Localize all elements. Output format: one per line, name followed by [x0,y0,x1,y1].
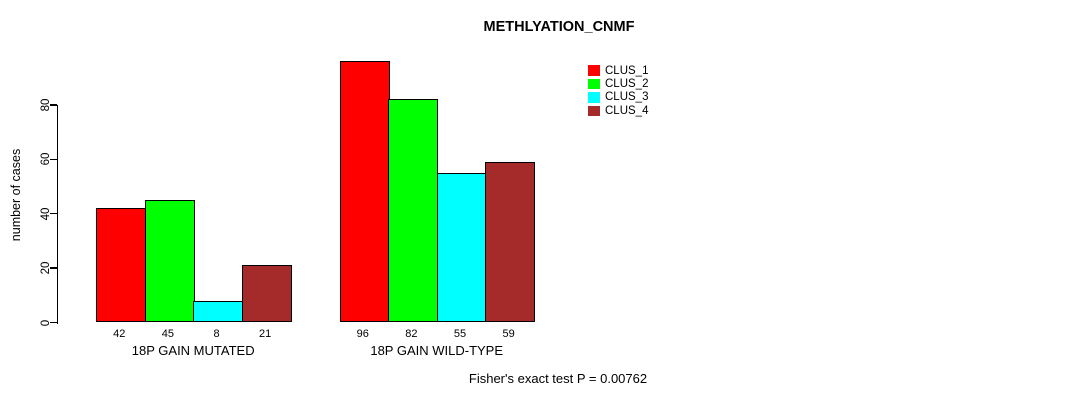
bar-clus_3-group2 [436,172,487,323]
y-tick-mark [50,213,57,215]
bar-value-label: 8 [213,328,220,340]
bar-value-label: 96 [356,328,369,340]
category-label-group2: 18P GAIN WILD-TYPE [370,342,504,358]
y-tick-mark [50,321,57,324]
bar-value-label: 82 [405,328,418,340]
y-tick-label: 40 [40,207,52,221]
y-tick-label: 0 [40,319,52,326]
bar-clus_2-group1 [144,200,195,323]
y-tick-mark [50,158,57,160]
y-axis-label: number of cases [9,148,23,242]
legend-label: CLUS_4 [605,104,649,117]
bar-value-label: 55 [453,328,467,340]
y-tick-mark [50,267,57,269]
legend-color-swatch [588,92,600,103]
bar-clus_1-group1 [96,208,146,323]
legend-label: CLUS_1 [605,64,649,77]
bar-clus_1-group2 [339,61,390,323]
legend-item-clus_1: CLUS_1 [588,64,648,77]
y-tick-label: 60 [40,152,52,166]
y-tick-label: 20 [40,261,52,275]
y-tick-label: 80 [40,98,52,112]
bar-value-label: 42 [113,328,126,340]
legend-color-swatch [588,65,600,76]
bar-value-label: 59 [502,328,515,340]
y-tick-mark [50,104,57,106]
bar-value-label: 21 [258,328,272,340]
legend-item-clus_3: CLUS_3 [588,91,648,104]
bar-clus_2-group2 [388,99,439,323]
bar-clus_3-group1 [193,300,244,323]
bar-clus_4-group1 [241,265,292,323]
chart-legend: CLUS_1 CLUS_2 CLUS_3 CLUS_4 [588,64,648,118]
legend-item-clus_2: CLUS_2 [588,77,648,90]
bar-value-label: 45 [161,328,175,340]
y-axis-line [57,104,59,324]
legend-label: CLUS_3 [605,91,649,104]
legend-color-swatch [588,105,600,117]
fisher-test-annotation: Fisher's exact test P = 0.00762 [468,371,648,386]
category-label-group1: 18P GAIN MUTATED [131,342,255,358]
legend-label: CLUS_2 [605,78,649,91]
chart-title: METHLYATION_CNMF [483,19,635,35]
bar-clus_4-group2 [485,162,536,323]
legend-color-swatch [588,78,600,90]
legend-item-clus_4: CLUS_4 [588,104,648,117]
